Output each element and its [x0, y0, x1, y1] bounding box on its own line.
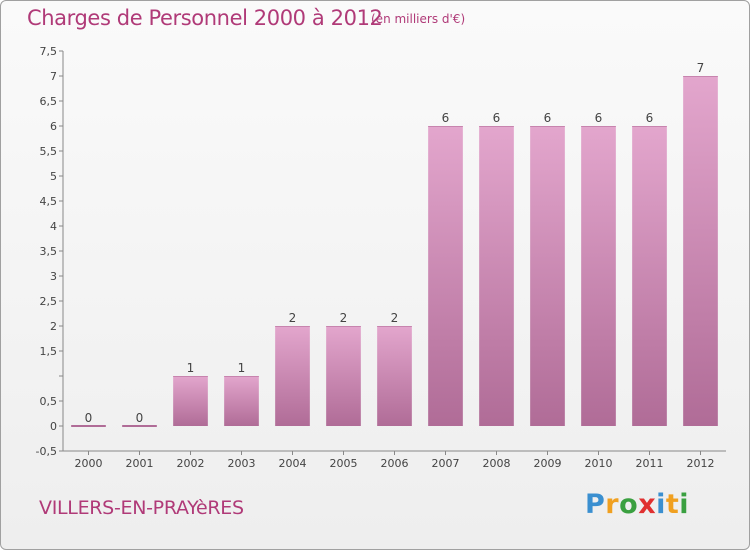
data-label: 6 [544, 111, 552, 125]
bar-2012 [683, 76, 718, 426]
y-tick-label: 6 [50, 120, 57, 133]
bar-2005 [326, 326, 361, 426]
logo-letter: P [585, 489, 606, 520]
data-label: 6 [646, 111, 654, 125]
x-tick-label: 2001 [126, 457, 154, 470]
proxiti-logo: Proxiti [585, 489, 689, 520]
x-tick-label: 2003 [228, 457, 256, 470]
x-tick-label: 2012 [687, 457, 715, 470]
y-tick-label: 1,5 [40, 345, 58, 358]
data-label: 1 [238, 361, 246, 375]
logo-letter: t [665, 489, 680, 520]
y-tick-label: 0 [50, 420, 57, 433]
y-tick-label: -0,5 [36, 445, 57, 458]
y-tick-label: 6,5 [40, 95, 58, 108]
y-tick-label: 2,5 [40, 295, 58, 308]
y-tick-label: 4 [50, 220, 57, 233]
bar-2006 [377, 326, 412, 426]
data-label: 6 [442, 111, 450, 125]
y-tick-label: 2 [50, 320, 57, 333]
bar-2008 [479, 126, 514, 426]
x-tick-label: 2006 [381, 457, 409, 470]
chart-subtitle: (en milliers d'€) [371, 12, 466, 26]
data-label: 1 [187, 361, 195, 375]
logo-letter: i [656, 489, 666, 520]
bar-2011 [632, 126, 667, 426]
data-label: 2 [340, 311, 348, 325]
logo-letter: x [638, 489, 657, 520]
x-tick-label: 2007 [432, 457, 460, 470]
x-tick-label: 2008 [483, 457, 511, 470]
data-label: 6 [595, 111, 603, 125]
bar-2009 [530, 126, 565, 426]
data-label: 6 [493, 111, 501, 125]
y-tick-label: 4,5 [40, 195, 58, 208]
logo-letter: r [605, 489, 620, 520]
data-label: 0 [85, 411, 93, 425]
x-tick-label: 2004 [279, 457, 307, 470]
bar-2010 [581, 126, 616, 426]
y-tick-label: 7 [50, 70, 57, 83]
town-name: VILLERS-EN-PRAYèRES [39, 497, 244, 519]
logo-letter: i [679, 489, 690, 520]
x-tick-label: 2011 [636, 457, 664, 470]
data-label: 2 [289, 311, 297, 325]
x-tick-label: 2005 [330, 457, 358, 470]
x-tick-label: 2000 [75, 457, 103, 470]
chart-title: Charges de Personnel 2000 à 2012 [27, 6, 383, 30]
x-tick-label: 2009 [534, 457, 562, 470]
x-tick-label: 2002 [177, 457, 205, 470]
data-label: 0 [136, 411, 144, 425]
y-tick-label: 5,5 [40, 145, 58, 158]
y-tick-label: 3,5 [40, 245, 58, 258]
x-tick-label: 2010 [585, 457, 613, 470]
data-label: 7 [697, 61, 705, 75]
bar-2002 [173, 376, 208, 426]
bar-2003 [224, 376, 259, 426]
y-tick-label: 3 [50, 270, 57, 283]
y-tick-label: 7,5 [40, 45, 58, 58]
data-label: 2 [391, 311, 399, 325]
y-tick-label: 0,5 [40, 395, 58, 408]
bar-2007 [428, 126, 463, 426]
logo-letter: o [619, 489, 639, 520]
y-tick-label: 5 [50, 170, 57, 183]
bar-2004 [275, 326, 310, 426]
